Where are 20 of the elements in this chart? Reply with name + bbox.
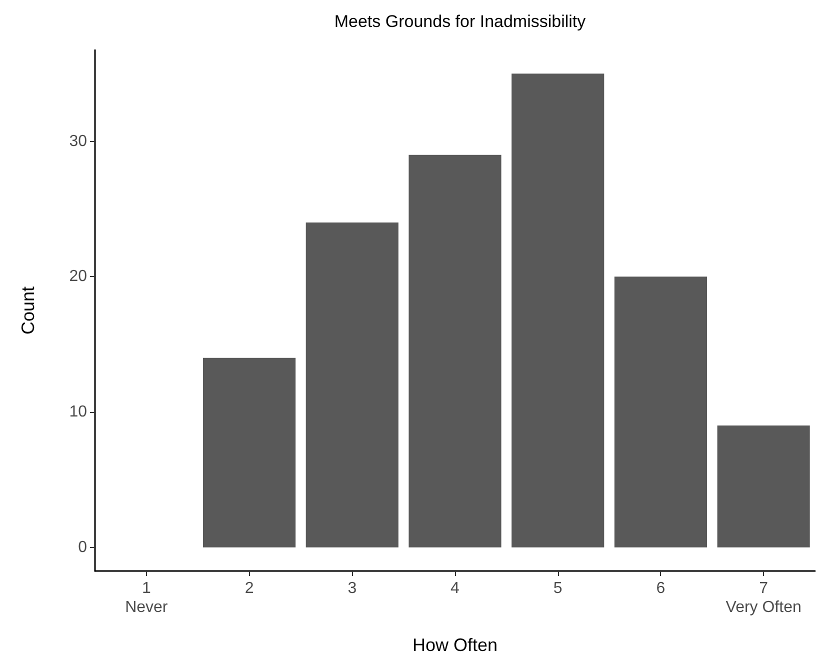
x-tick-label: 5 <box>553 580 562 597</box>
x-tick-label: 6 <box>656 580 666 597</box>
y-tick-label: 10 <box>69 403 88 420</box>
x-tick-label: 1 Never <box>125 580 168 616</box>
x-tick-label: 4 <box>450 580 460 597</box>
bar <box>306 222 398 548</box>
y-axis-title: Count <box>18 286 38 335</box>
x-tick-label: 3 <box>348 580 357 597</box>
bar <box>203 358 296 548</box>
bar <box>717 426 810 548</box>
bar <box>614 276 707 548</box>
y-tick-label: 0 <box>78 538 88 556</box>
x-tick-label: 7 Very Often <box>726 580 802 616</box>
x-axis-title: How Often <box>412 635 498 655</box>
chart-title: Meets Grounds for Inadmissibility <box>334 12 586 31</box>
y-tick-label: 20 <box>69 268 88 286</box>
bar <box>512 74 604 548</box>
y-tick-label: 30 <box>69 132 88 150</box>
bar <box>408 154 502 548</box>
x-tick-label: 2 <box>244 580 254 597</box>
